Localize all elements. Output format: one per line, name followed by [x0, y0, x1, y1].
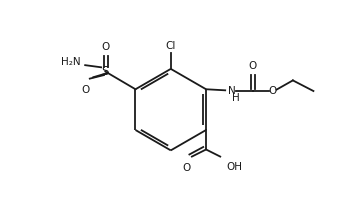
- Text: H₂N: H₂N: [61, 57, 80, 67]
- Text: OH: OH: [226, 162, 243, 172]
- Text: Cl: Cl: [166, 41, 176, 51]
- Text: S: S: [102, 65, 109, 78]
- Text: O: O: [182, 163, 190, 173]
- Text: O: O: [81, 85, 90, 95]
- Text: O: O: [249, 61, 257, 71]
- Text: O: O: [101, 42, 110, 52]
- Text: H: H: [232, 93, 240, 103]
- Text: N: N: [228, 86, 236, 96]
- Text: O: O: [268, 86, 276, 96]
